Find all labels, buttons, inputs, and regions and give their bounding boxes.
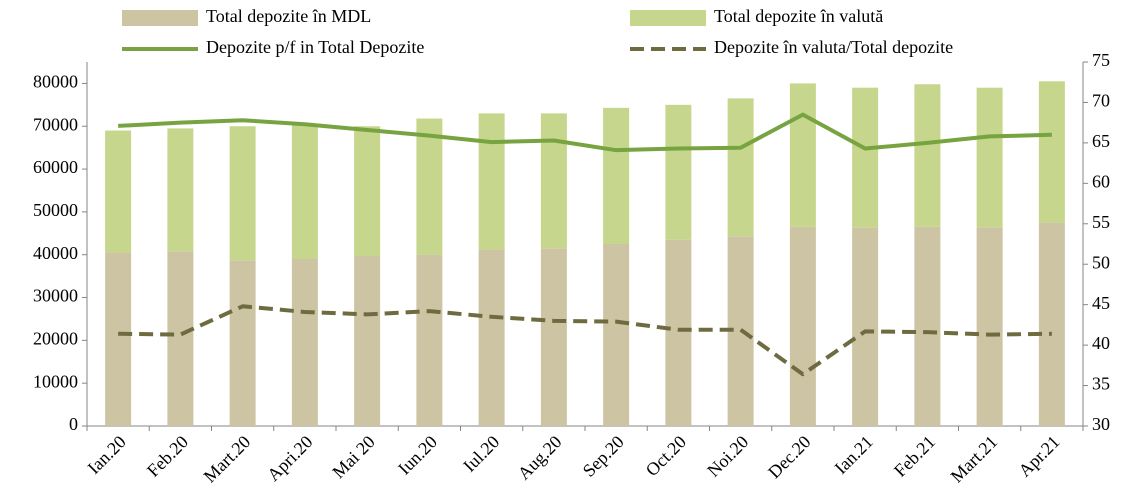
bar [229,126,256,261]
bar [105,130,132,253]
y-tick-label: 50000 [33,200,78,220]
bar [105,252,132,426]
bar [852,87,879,228]
bar [540,248,567,426]
x-tick-label: Feb.20 [143,432,192,481]
bar [416,118,443,255]
y2-tick-label: 60 [1092,171,1110,191]
bar [229,260,256,426]
legend-label: Total depozite în valută [714,6,883,26]
legend-swatch [122,10,198,26]
y-tick-label: 70000 [33,114,78,134]
x-tick-label: Aug.20 [514,432,566,484]
y2-tick-label: 50 [1092,252,1110,272]
y-tick-label: 0 [69,414,78,434]
y2-tick-label: 70 [1092,91,1110,111]
y2-tick-label: 45 [1092,293,1110,313]
bar [354,126,381,256]
bar [167,128,194,252]
y-tick-label: 10000 [33,371,78,391]
x-tick-label: Noi.20 [703,432,752,481]
bar [665,239,692,426]
bar [1038,81,1065,223]
bar [291,124,318,259]
bar [914,84,941,227]
y-tick-label: 60000 [33,157,78,177]
x-tick-label: Ian.20 [84,432,130,478]
y2-tick-label: 35 [1092,374,1110,394]
x-tick-label: Iul.20 [459,432,503,476]
bar [478,249,505,426]
bar [354,255,381,426]
bar [603,107,630,245]
bar [852,227,879,426]
x-tick-label: Mai 20 [328,432,379,483]
bar [478,113,505,250]
x-tick-label: Ian.21 [831,432,877,478]
bar [727,98,754,237]
x-tick-label: Mart.21 [947,432,1002,487]
y2-tick-label: 40 [1092,333,1110,353]
x-tick-label: Sep.20 [579,432,628,481]
y2-tick-label: 75 [1092,50,1110,70]
y2-tick-label: 65 [1092,131,1110,151]
legend-label: Depozite în valuta/Total depozite [714,37,953,57]
bar [789,226,816,426]
legend-label: Depozite p/f in Total Depozite [206,37,424,57]
bar [789,83,816,227]
x-tick-label: Iun.20 [394,432,441,479]
bar [914,226,941,426]
x-tick-label: Dec.20 [764,432,815,483]
x-tick-label: Apr.21 [1014,432,1063,481]
bar [976,227,1003,426]
y-tick-label: 20000 [33,328,78,348]
y-tick-label: 80000 [33,72,78,92]
x-tick-label: Feb.21 [890,432,939,481]
bar [540,113,567,249]
bar [603,244,630,426]
y2-tick-label: 55 [1092,212,1110,232]
bar [416,254,443,426]
x-tick-label: Mart.20 [200,432,255,487]
x-tick-label: Apri.20 [263,432,316,485]
line [118,304,1052,377]
y-tick-label: 40000 [33,243,78,263]
bar [291,258,318,426]
y2-tick-label: 30 [1092,414,1110,434]
bar [665,104,692,240]
legend-label: Total depozite în MDL [206,6,371,26]
line [118,112,1052,153]
y-tick-label: 30000 [33,286,78,306]
legend-swatch [630,10,706,26]
x-tick-label: Oct.20 [642,432,690,480]
bar [167,251,194,426]
bar [1038,222,1065,426]
bar [976,87,1003,228]
